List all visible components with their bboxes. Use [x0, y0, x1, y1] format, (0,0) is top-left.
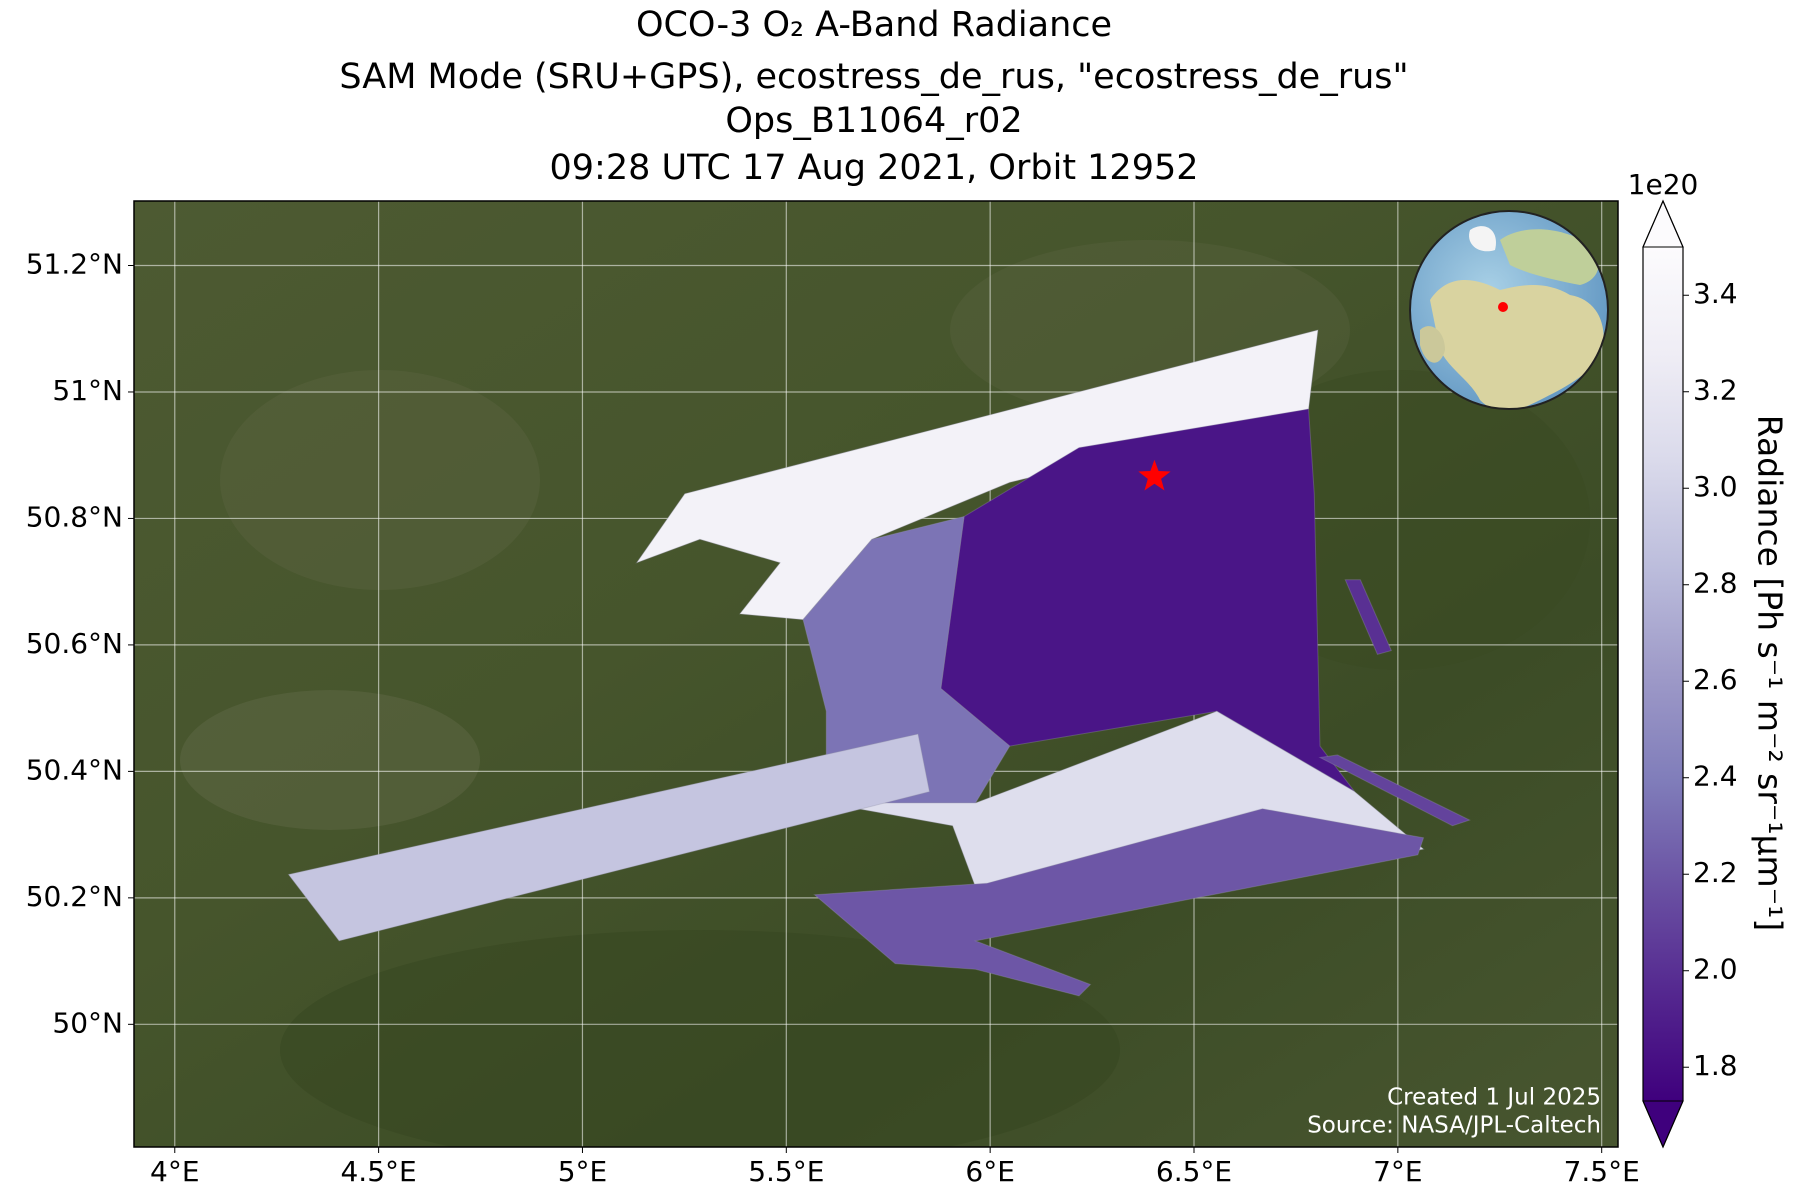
colorbar-extend-bottom	[1642, 1100, 1684, 1149]
colorbar-body	[1643, 247, 1683, 1101]
y-tick-label: 50.6°N	[26, 627, 123, 660]
x-tick-label: 6°E	[965, 1155, 1015, 1188]
colorbar-tick-label: 2.2	[1693, 856, 1738, 889]
y-tick-label: 50.8°N	[26, 500, 123, 533]
y-tick-label: 51°N	[52, 374, 123, 407]
x-tick-label: 7.5°E	[1564, 1155, 1640, 1188]
y-tick-label: 50.2°N	[26, 880, 123, 913]
annotation: Source: NASA/JPL-Caltech	[1307, 1113, 1601, 1139]
annotation: Created 1 Jul 2025	[1387, 1085, 1601, 1111]
globe-ice	[1469, 226, 1496, 252]
radiance-region	[1344, 579, 1393, 655]
x-tick-label: 4.5°E	[340, 1155, 416, 1188]
map-frame	[133, 200, 1619, 1148]
colorbar-tick-label: 1.8	[1693, 1049, 1738, 1082]
x-tick-label: 7°E	[1373, 1155, 1423, 1188]
colorbar-tick-label: 3.4	[1693, 277, 1738, 310]
colorbar-tick-label: 3.0	[1693, 470, 1738, 503]
chart-title: Ops_B11064_r02	[725, 101, 1022, 141]
colorbar-tick-label: 3.2	[1693, 374, 1738, 407]
y-tick-label: 51.2°N	[26, 248, 123, 281]
x-tick-label: 4°E	[150, 1155, 200, 1188]
colorbar-tick-label: 2.6	[1693, 663, 1738, 696]
globe-target	[1498, 302, 1508, 312]
y-tick-label: 50°N	[52, 1006, 123, 1039]
radiance-region	[1318, 754, 1471, 827]
x-tick-label: 5°E	[558, 1155, 608, 1188]
colorbar-tick-label: 2.4	[1693, 760, 1738, 793]
x-tick-label: 5.5°E	[748, 1155, 824, 1188]
colorbar-label: Radiance [Ph s⁻¹ m⁻² sr⁻¹μm⁻¹]	[1751, 415, 1790, 931]
y-tick-label: 50.4°N	[26, 753, 123, 786]
globe-outline	[1409, 210, 1609, 410]
globe-land	[1500, 229, 1599, 285]
colorbar-offset: 1e20	[1628, 168, 1699, 201]
colorbar-tick-label: 2.8	[1693, 567, 1738, 600]
colorbar-tick-label: 2.0	[1693, 953, 1738, 986]
chart-title: OCO-3 O₂ A-Band Radiance	[636, 5, 1112, 45]
chart-title: SAM Mode (SRU+GPS), ecostress_de_rus, "e…	[339, 57, 1408, 97]
colorbar-extend-top	[1642, 199, 1684, 248]
chart-title: 09:28 UTC 17 Aug 2021, Orbit 12952	[549, 148, 1198, 188]
radiance-region	[287, 733, 930, 942]
globe-land	[1430, 280, 1604, 409]
target-star	[1138, 459, 1171, 491]
radiance-region	[813, 808, 1425, 997]
colorbar-frame	[1642, 199, 1684, 1149]
x-tick-label: 6.5°E	[1156, 1155, 1232, 1188]
inset-globe	[1409, 210, 1609, 410]
globe-land	[1420, 326, 1445, 363]
